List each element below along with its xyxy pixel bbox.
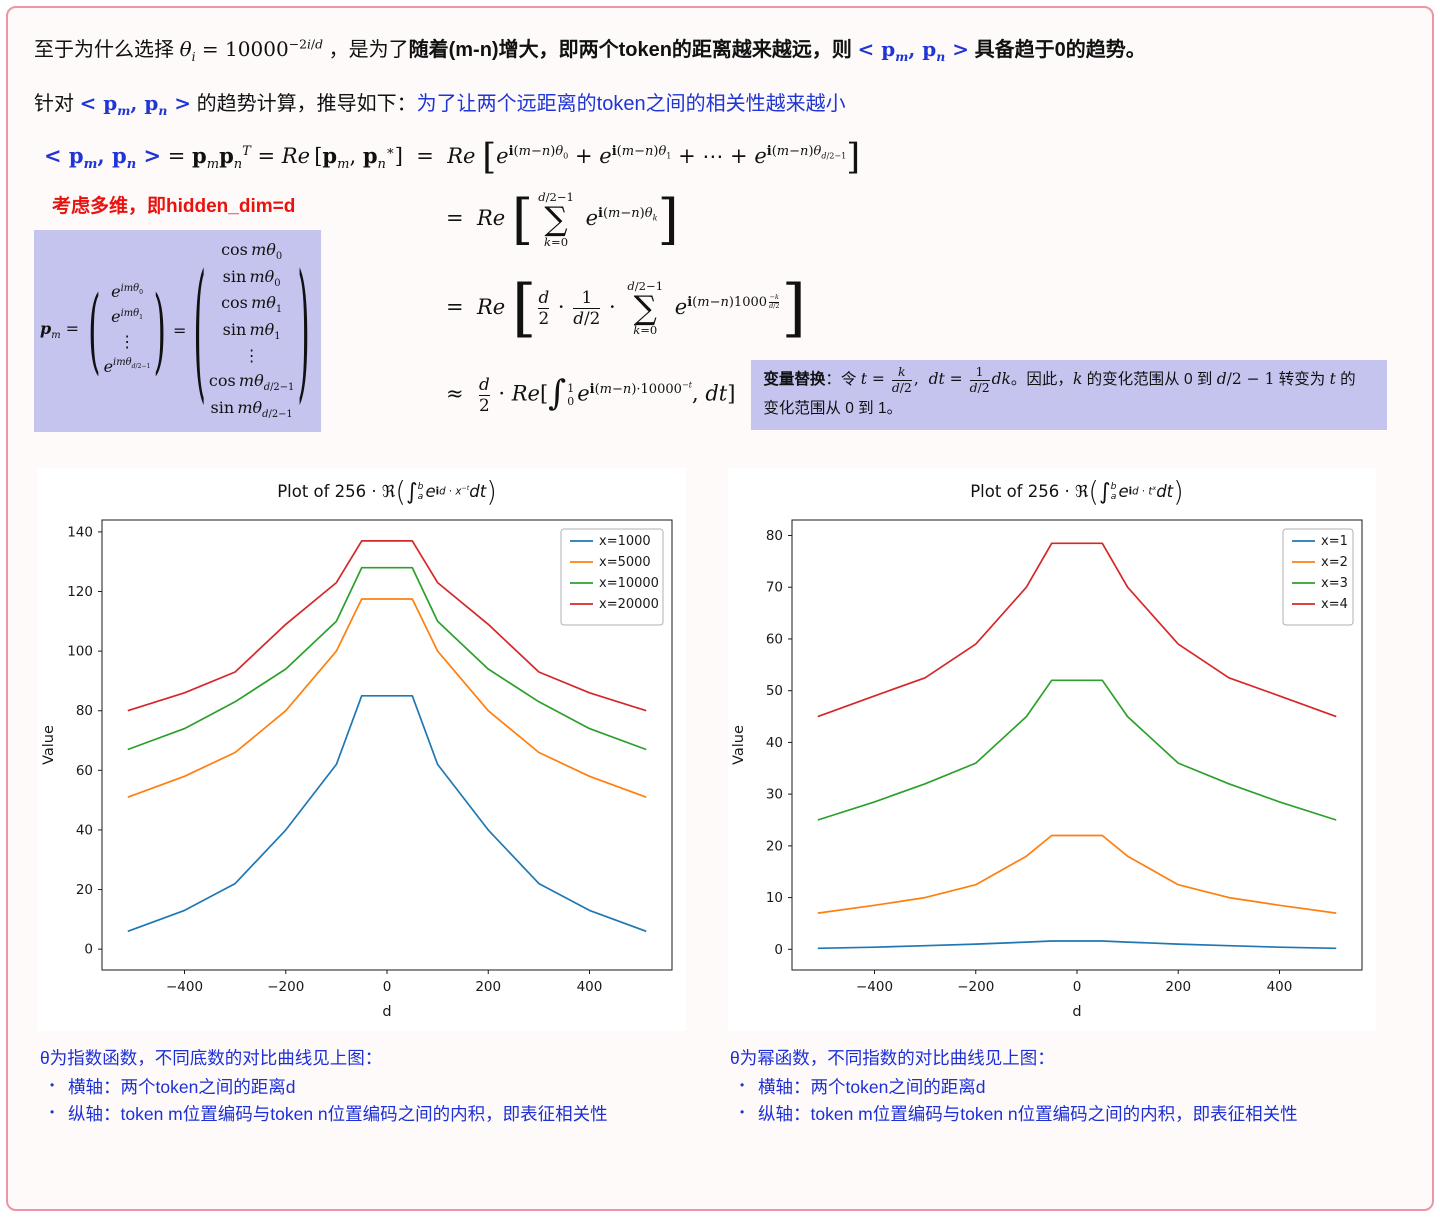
- svg-text:x=3: x=3: [1321, 576, 1348, 591]
- svg-text:−200: −200: [957, 979, 994, 995]
- svg-text:60: 60: [76, 763, 93, 779]
- footnote-left-list: 横轴：两个token之间的距离d 纵轴：token m位置编码与token n位…: [40, 1074, 688, 1128]
- multi-dim-note: 考虑多维，即hidden_dim=d: [52, 195, 296, 217]
- svg-text:−400: −400: [856, 979, 893, 995]
- svg-text:30: 30: [766, 787, 783, 803]
- chart-title-right: Plot of 256 · ℜ(∫ b a e id · tx dt): [970, 476, 1184, 508]
- equation-sum: = Re [d/2−1 ∑ k=0 ei(m−n)θk]: [446, 187, 679, 252]
- equation-normalized-sum: = Re [d 2 · 1 d/2 · d/2−1 ∑ k=0 ei(m−n)1000−…: [446, 271, 807, 345]
- intro-line-1: 至于为什么选择 θi = 10000−2i/d ，是为了随着(m-n)增大，即两…: [34, 36, 1146, 64]
- footnote-left-title: θ为指数函数，不同底数的对比曲线见上图：: [40, 1048, 383, 1069]
- svg-text:200: 200: [475, 979, 501, 995]
- intro-line-2: 针对 < pm, pn > 的趋势计算，推导如下：为了让两个远距离的token之…: [34, 91, 846, 119]
- derivation-block: 考虑多维，即hidden_dim=d pm =(eimθ0 eimθ1 ⋮ eimθd…: [34, 181, 1406, 433]
- footnote-bullet: 横轴：两个token之间的距离d: [738, 1074, 1378, 1101]
- svg-text:Value: Value: [731, 725, 747, 765]
- equation-expansion: < pm, pn > = pmpnT = Re [pm, pn∗] = Re […: [44, 136, 861, 178]
- svg-text:Value: Value: [41, 725, 57, 765]
- footnote-bullet: 纵轴：token m位置编码与token n位置编码之间的内积，即表征相关性: [738, 1101, 1378, 1128]
- svg-text:20: 20: [766, 838, 783, 854]
- svg-text:400: 400: [1267, 979, 1293, 995]
- svg-text:−400: −400: [166, 979, 203, 995]
- svg-text:120: 120: [67, 584, 93, 600]
- note-card: 至于为什么选择 θi = 10000−2i/d ，是为了随着(m-n)增大，即两…: [6, 6, 1434, 1211]
- chart-exponential-theta: Plot of 256 · ℜ(∫ b a e id · x−t dt) −400 −20…: [38, 468, 686, 1032]
- svg-text:0: 0: [774, 942, 783, 958]
- svg-text:x=2: x=2: [1321, 555, 1348, 570]
- svg-text:50: 50: [766, 683, 783, 699]
- svg-text:x=1000: x=1000: [599, 534, 651, 549]
- svg-text:d: d: [382, 1004, 391, 1020]
- footnote-bullet: 横轴：两个token之间的距离d: [48, 1074, 688, 1101]
- svg-text:x=1: x=1: [1321, 534, 1348, 549]
- svg-text:60: 60: [766, 632, 783, 648]
- chart-title-left: Plot of 256 · ℜ(∫ b a e id · x−t dt): [277, 476, 497, 508]
- footnote-left: θ为指数函数，不同底数的对比曲线见上图： 横轴：两个token之间的距离d 纵轴…: [40, 1045, 688, 1128]
- footnotes-row: θ为指数函数，不同底数的对比曲线见上图： 横轴：两个token之间的距离d 纵轴…: [34, 1045, 1406, 1128]
- footnote-right: θ为幂函数，不同指数的对比曲线见上图： 横轴：两个token之间的距离d 纵轴：…: [730, 1045, 1378, 1128]
- svg-text:x=5000: x=5000: [599, 555, 651, 570]
- svg-text:10: 10: [766, 890, 783, 906]
- svg-text:x=10000: x=10000: [599, 576, 659, 591]
- svg-text:0: 0: [84, 942, 93, 958]
- svg-text:140: 140: [67, 525, 93, 541]
- footnote-right-title: θ为幂函数，不同指数的对比曲线见上图：: [730, 1048, 1055, 1069]
- svg-text:40: 40: [766, 735, 783, 751]
- svg-text:d: d: [1072, 1004, 1081, 1020]
- footnote-right-list: 横轴：两个token之间的距离d 纵轴：token m位置编码与token n位…: [730, 1074, 1378, 1128]
- chart-power-theta: Plot of 256 · ℜ(∫ b a e id · tx dt) −400 −200…: [728, 468, 1376, 1032]
- derivation-left-column: 考虑多维，即hidden_dim=d pm =(eimθ0 eimθ1 ⋮ eimθd…: [34, 181, 446, 433]
- variable-substitution-note: 变量替换：令 t = k d/2, dt = 1 d/2 dk。因此，k 的变化范围从…: [751, 360, 1388, 430]
- svg-text:x=20000: x=20000: [599, 597, 659, 612]
- svg-text:40: 40: [76, 823, 93, 839]
- svg-text:0: 0: [1073, 979, 1082, 995]
- svg-text:x=4: x=4: [1321, 597, 1348, 612]
- svg-text:200: 200: [1165, 979, 1191, 995]
- svg-text:70: 70: [766, 580, 783, 596]
- svg-text:0: 0: [383, 979, 392, 995]
- svg-text:−200: −200: [267, 979, 304, 995]
- chart-canvas-right: −400 −200 0 200 400 0 10 20 30 40 50 60 70 80 d Value x=…: [731, 519, 1363, 1020]
- svg-text:80: 80: [766, 528, 783, 544]
- svg-text:20: 20: [76, 882, 93, 898]
- pm-matrix-box: pm =(eimθ0 eimθ1 ⋮ eimθd/2−1) =(cos mθ0 sin m…: [34, 229, 321, 433]
- svg-text:80: 80: [76, 703, 93, 719]
- footnote-bullet: 纵轴：token m位置编码与token n位置编码之间的内积，即表征相关性: [48, 1101, 688, 1128]
- chart-canvas-left: −400 −200 0 200 400 0 20 40 60 80 100 120 140 d Value x…: [41, 519, 673, 1020]
- charts-row: Plot of 256 · ℜ(∫ b a e id · x−t dt) −400 −20…: [34, 468, 1406, 1032]
- svg-text:100: 100: [67, 644, 93, 660]
- svg-text:400: 400: [577, 979, 603, 995]
